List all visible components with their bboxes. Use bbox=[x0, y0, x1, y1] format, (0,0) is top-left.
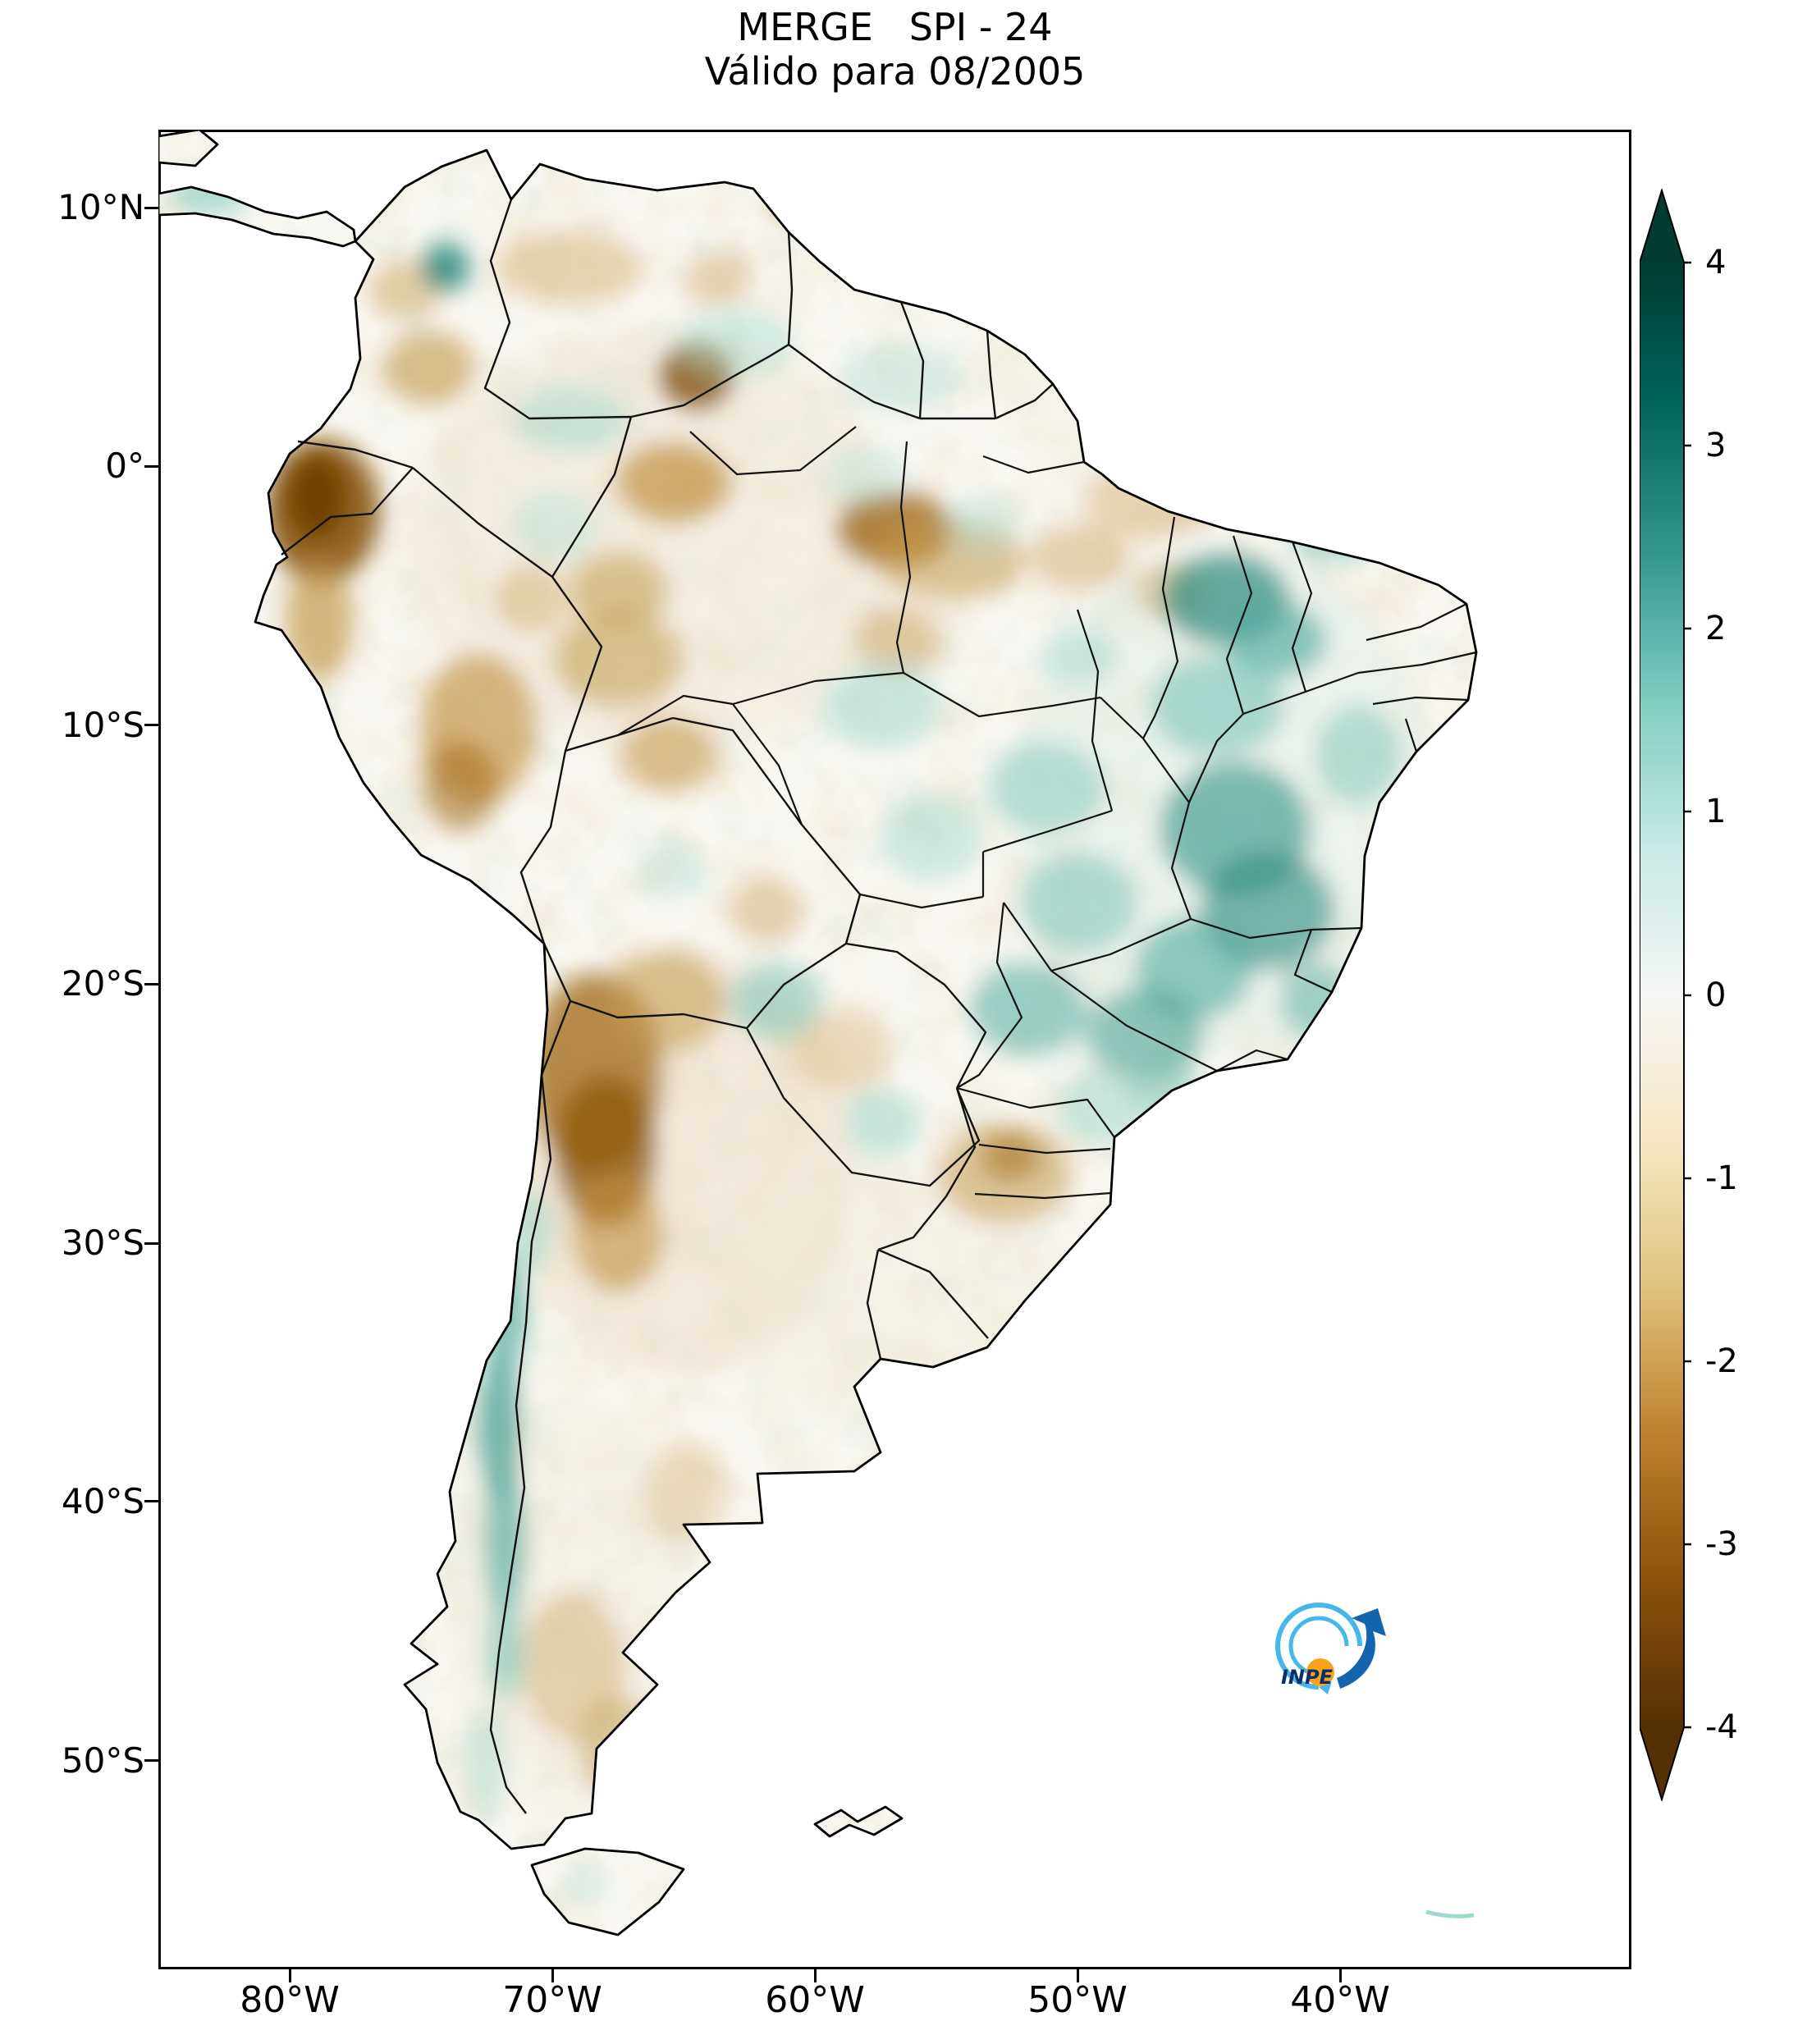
x-tick-mark bbox=[1077, 1969, 1079, 1982]
x-tick-label: 70°W bbox=[502, 1979, 602, 2021]
x-tick-mark bbox=[289, 1969, 291, 1982]
inpe-logo: INPE bbox=[1275, 1603, 1386, 1694]
inpe-logo-text: INPE bbox=[1281, 1666, 1334, 1689]
inpe-swirl-icon bbox=[1275, 1603, 1362, 1690]
y-tick-label: 20°S bbox=[61, 963, 144, 1004]
x-tick-label: 50°W bbox=[1027, 1979, 1128, 2021]
y-tick-label: 50°S bbox=[61, 1740, 144, 1781]
inpe-swirl-inner-icon bbox=[1288, 1616, 1349, 1676]
south-island-trace bbox=[1425, 1909, 1475, 1918]
colorbar-tick-label: 4 bbox=[1705, 244, 1727, 281]
colorbar-tick-label: 0 bbox=[1705, 976, 1727, 1014]
country-borders bbox=[281, 199, 1054, 1814]
inpe-logo-background bbox=[1276, 1603, 1361, 1689]
y-tick-mark bbox=[144, 724, 158, 726]
x-tick-mark bbox=[814, 1969, 817, 1982]
state-borders bbox=[617, 426, 1477, 1200]
y-tick-label: 40°S bbox=[61, 1481, 144, 1521]
x-tick-label: 40°W bbox=[1290, 1979, 1390, 2021]
colorbar-tick-label: -2 bbox=[1705, 1342, 1738, 1380]
x-tick-label: 80°W bbox=[240, 1979, 340, 2021]
colorbar-tick-marks bbox=[1684, 261, 1691, 1729]
y-tick-mark bbox=[144, 1242, 158, 1245]
inpe-arrow-icon bbox=[1337, 1608, 1386, 1689]
anomaly-blobs bbox=[158, 130, 1476, 1935]
y-tick-mark bbox=[144, 1759, 158, 1762]
inpe-orange-sphere-icon bbox=[1306, 1658, 1334, 1686]
x-tick-mark bbox=[551, 1969, 554, 1982]
colorbar-tick-label: 2 bbox=[1705, 610, 1727, 647]
y-tick-mark bbox=[144, 1500, 158, 1502]
y-tick-label: 10°N bbox=[57, 187, 144, 227]
y-tick-mark bbox=[144, 983, 158, 985]
figure-subtitle: Válido para 08/2005 bbox=[704, 49, 1086, 94]
colorbar-gradient bbox=[1640, 189, 1685, 1801]
figure-title: MERGE SPI - 24 bbox=[737, 5, 1053, 49]
y-tick-label: 10°S bbox=[61, 705, 144, 745]
y-tick-mark bbox=[144, 465, 158, 468]
colorbar-tick-label: 1 bbox=[1705, 793, 1727, 830]
x-tick-mark bbox=[1339, 1969, 1342, 1982]
y-tick-label: 0° bbox=[105, 446, 144, 486]
colorbar-tick-label: 3 bbox=[1705, 427, 1727, 464]
inpe-swirl-arrowhead-icon bbox=[1319, 1681, 1332, 1694]
y-tick-label: 30°S bbox=[61, 1223, 144, 1263]
colorbar bbox=[1640, 189, 1691, 1801]
south-america-map: INPE bbox=[158, 130, 1478, 1937]
colorbar-tick-label: -3 bbox=[1705, 1525, 1738, 1563]
colorbar-tick-label: -1 bbox=[1705, 1159, 1738, 1197]
y-tick-mark bbox=[144, 207, 158, 209]
figure-title-block: MERGE SPI - 24 Válido para 08/2005 bbox=[158, 5, 1631, 94]
x-tick-label: 60°W bbox=[765, 1979, 865, 2021]
colorbar-tick-label: -4 bbox=[1705, 1708, 1738, 1746]
